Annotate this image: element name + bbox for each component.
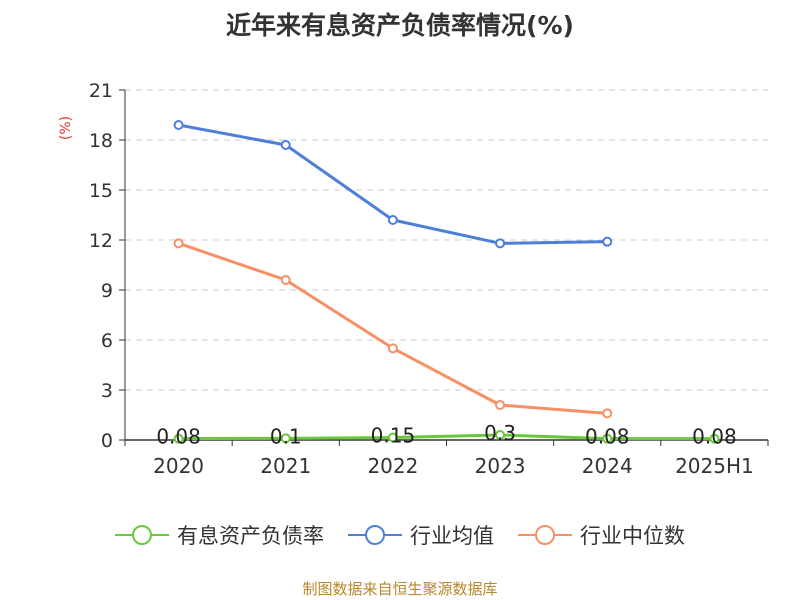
axes: 0 3 6 9 12 15 18 21 2020 2021 2022 2023 2024 2025H1 xyxy=(89,80,769,478)
series-line xyxy=(178,123,608,245)
data-point xyxy=(280,140,291,150)
y-tick-label: 12 xyxy=(89,230,113,252)
y-tick-label: 9 xyxy=(101,280,113,302)
y-tick-label: 3 xyxy=(101,380,113,402)
legend-item[interactable]: 行业均值 xyxy=(348,520,494,550)
x-tick-label: 2022 xyxy=(367,454,418,478)
y-tick-label: 6 xyxy=(101,330,113,352)
data-labels: 0.08 0.1 0.15 0.3 0.08 0.08 xyxy=(156,421,736,449)
data-point xyxy=(387,343,398,354)
data-point xyxy=(495,430,506,440)
data-label: 0.08 xyxy=(585,425,630,449)
data-point xyxy=(602,236,613,247)
y-axis-label: (%) xyxy=(58,116,74,140)
source-note: 制图数据来自恒生聚源数据库 xyxy=(302,580,498,598)
data-point xyxy=(280,433,291,444)
data-point xyxy=(173,238,184,249)
data-point xyxy=(709,433,720,444)
legend-label: 有息资产负债率 xyxy=(177,524,324,548)
data-point xyxy=(602,408,613,419)
series xyxy=(173,120,720,444)
legend-item[interactable]: 行业中位数 xyxy=(518,520,685,550)
legend-item[interactable]: 有息资产负债率 xyxy=(115,520,324,550)
data-point xyxy=(495,238,506,249)
data-label: 0.3 xyxy=(484,421,516,445)
x-tick-label: 2023 xyxy=(475,454,526,478)
y-tick-label: 18 xyxy=(89,130,113,152)
chart-title: 近年来有息资产负债率情况(%) xyxy=(226,11,574,40)
legend-marker-icon xyxy=(518,525,572,545)
data-point xyxy=(602,433,613,444)
x-tick-label: 2025H1 xyxy=(675,454,754,478)
y-tick-label: 0 xyxy=(101,430,113,452)
x-tick-label: 2020 xyxy=(153,454,204,478)
x-tick-label: 2024 xyxy=(582,454,633,478)
data-point xyxy=(387,432,398,443)
data-label: 0.08 xyxy=(692,425,737,449)
data-point xyxy=(387,215,398,225)
legend-label: 行业均值 xyxy=(410,524,494,548)
data-point xyxy=(495,400,506,410)
data-point xyxy=(173,433,184,444)
x-tick-label: 2021 xyxy=(260,454,311,478)
series-line xyxy=(178,433,715,441)
data-point xyxy=(280,275,291,285)
data-point xyxy=(173,120,184,130)
data-label: 0.1 xyxy=(270,424,302,448)
y-tick-label: 15 xyxy=(89,180,113,202)
legend: 有息资产负债率 行业均值 行业中位数 xyxy=(0,520,800,550)
legend-marker-icon xyxy=(115,525,169,545)
legend-label: 行业中位数 xyxy=(580,524,685,548)
legend-marker-icon xyxy=(348,525,402,545)
data-label: 0.08 xyxy=(156,425,201,449)
data-label: 0.15 xyxy=(371,424,416,448)
series-line xyxy=(178,241,608,415)
gridlines xyxy=(125,89,768,391)
y-tick-label: 21 xyxy=(89,80,113,102)
